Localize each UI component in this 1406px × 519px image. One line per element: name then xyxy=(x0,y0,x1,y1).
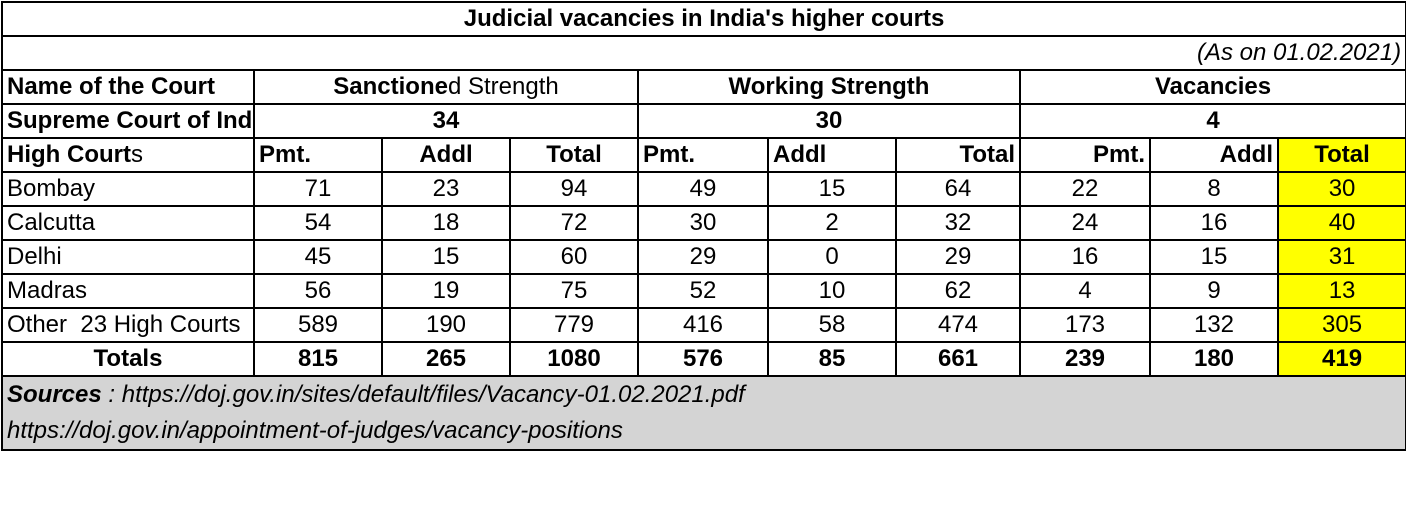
table-row: Delhi 45 15 60 29 0 29 16 15 31 xyxy=(1,239,1406,275)
subheader-col: Addl xyxy=(381,137,511,173)
court-name: Calcutta xyxy=(1,205,255,241)
table-cell: 779 xyxy=(509,307,639,343)
table-row: Madras 56 19 75 52 10 62 4 9 13 xyxy=(1,273,1406,309)
subheader-col-highlight: Total xyxy=(1276,137,1406,173)
table-cell: 62 xyxy=(895,273,1021,309)
table-cell: 54 xyxy=(253,205,383,241)
table-cell: 23 xyxy=(381,171,511,207)
subheader-col: Total xyxy=(895,137,1021,173)
supreme-court-name: Supreme Court of Ind xyxy=(1,103,255,139)
header-vacancies: Vacancies xyxy=(1018,69,1406,105)
court-name: Other 23 High Courts xyxy=(1,307,255,343)
court-name: Delhi xyxy=(1,239,255,275)
header-working-strength: Working Strength xyxy=(637,69,1021,105)
table-cell: 75 xyxy=(509,273,639,309)
table-cell: 19 xyxy=(381,273,511,309)
table-cell: 29 xyxy=(895,239,1021,275)
table-cell: 24 xyxy=(1019,205,1151,241)
totals-cell: 239 xyxy=(1019,341,1151,377)
totals-cell: 576 xyxy=(637,341,769,377)
vacancy-total-cell: 30 xyxy=(1276,171,1406,207)
vacancy-table: Judicial vacancies in India's higher cou… xyxy=(0,1,1406,451)
totals-cell: 265 xyxy=(381,341,511,377)
table-cell: 16 xyxy=(1149,205,1279,241)
subheader-high-courts-bold: High Court xyxy=(7,141,131,168)
subheader-col: Total xyxy=(509,137,639,173)
subheader-high-courts: High Courts xyxy=(1,137,255,173)
table-row: Other 23 High Courts 589 190 779 416 58 474 173… xyxy=(1,307,1406,343)
vacancy-total-cell: 31 xyxy=(1276,239,1406,275)
table-cell: 190 xyxy=(381,307,511,343)
table-cell: 22 xyxy=(1019,171,1151,207)
table-cell: 416 xyxy=(637,307,769,343)
totals-cell: 1080 xyxy=(509,341,639,377)
table-cell: 589 xyxy=(253,307,383,343)
header-sanctioned-bold: Sanctione xyxy=(333,73,448,100)
table-cell: 60 xyxy=(509,239,639,275)
subheader-col: Pmt. xyxy=(253,137,383,173)
vacancy-total-cell: 40 xyxy=(1276,205,1406,241)
sources-link-1[interactable]: https://doj.gov.in/sites/default/files/V… xyxy=(121,381,745,408)
subheader-col: Addl xyxy=(767,137,897,173)
table-cell: 64 xyxy=(895,171,1021,207)
table-cell: 173 xyxy=(1019,307,1151,343)
header-sanctioned-strength: Sanctioned Strength xyxy=(253,69,639,105)
table-cell: 52 xyxy=(637,273,769,309)
supreme-working: 30 xyxy=(637,103,1021,139)
subheader-col: Pmt. xyxy=(1019,137,1151,173)
table-cell: 4 xyxy=(1019,273,1151,309)
table-cell: 58 xyxy=(767,307,897,343)
table-cell: 132 xyxy=(1149,307,1279,343)
table-cell: 15 xyxy=(767,171,897,207)
table-cell: 18 xyxy=(381,205,511,241)
totals-cell: 661 xyxy=(895,341,1021,377)
table-cell: 45 xyxy=(253,239,383,275)
totals-cell-highlight: 419 xyxy=(1276,341,1406,377)
totals-cell: 85 xyxy=(767,341,897,377)
table-cell: 9 xyxy=(1149,273,1279,309)
table-cell: 72 xyxy=(509,205,639,241)
subheader-high-courts-rest: s xyxy=(130,141,143,168)
table-cell: 71 xyxy=(253,171,383,207)
table-cell: 8 xyxy=(1149,171,1279,207)
table-cell: 30 xyxy=(637,205,769,241)
totals-row: Totals 815 265 1080 576 85 661 239 180 4… xyxy=(1,341,1406,377)
table-cell: 94 xyxy=(509,171,639,207)
table-cell: 49 xyxy=(637,171,769,207)
totals-label: Totals xyxy=(1,341,255,377)
sources-link-2[interactable]: https://doj.gov.in/appointment-of-judges… xyxy=(7,417,623,444)
sources-sep: : xyxy=(101,381,122,408)
court-rows: Bombay 71 23 94 49 15 64 22 8 30 Calcutta 54 18 72 30 2… xyxy=(1,171,1406,343)
table-row: Calcutta 54 18 72 30 2 32 24 16 40 xyxy=(1,205,1406,241)
table-cell: 16 xyxy=(1019,239,1151,275)
table-cell: 15 xyxy=(1149,239,1279,275)
table-cell: 56 xyxy=(253,273,383,309)
table-row: Bombay 71 23 94 49 15 64 22 8 30 xyxy=(1,171,1406,207)
table-cell: 0 xyxy=(767,239,897,275)
supreme-vacancies: 4 xyxy=(1018,103,1406,139)
vacancy-total-cell: 13 xyxy=(1276,273,1406,309)
table-cell: 2 xyxy=(767,205,897,241)
table-cell: 29 xyxy=(637,239,769,275)
header-court-name: Name of the Court xyxy=(1,69,255,105)
vacancy-total-cell: 305 xyxy=(1276,307,1406,343)
sources-label: Sources xyxy=(7,381,102,408)
table-cell: 474 xyxy=(895,307,1021,343)
table-cell: 10 xyxy=(767,273,897,309)
totals-cell: 815 xyxy=(253,341,383,377)
subheader-col: Addl xyxy=(1149,137,1279,173)
totals-cell: 180 xyxy=(1149,341,1279,377)
as-on-date: (As on 01.02.2021) xyxy=(0,35,1406,71)
court-name: Madras xyxy=(1,273,255,309)
court-name: Bombay xyxy=(1,171,255,207)
supreme-sanctioned: 34 xyxy=(253,103,639,139)
table-title: Judicial vacancies in India's higher cou… xyxy=(0,1,1406,37)
table-cell: 15 xyxy=(381,239,511,275)
subheader-col: Pmt. xyxy=(637,137,769,173)
header-sanctioned-rest: d Strength xyxy=(447,73,559,100)
sources-note: Sources : https://doj.gov.in/sites/defau… xyxy=(0,375,1406,451)
table-cell: 32 xyxy=(895,205,1021,241)
